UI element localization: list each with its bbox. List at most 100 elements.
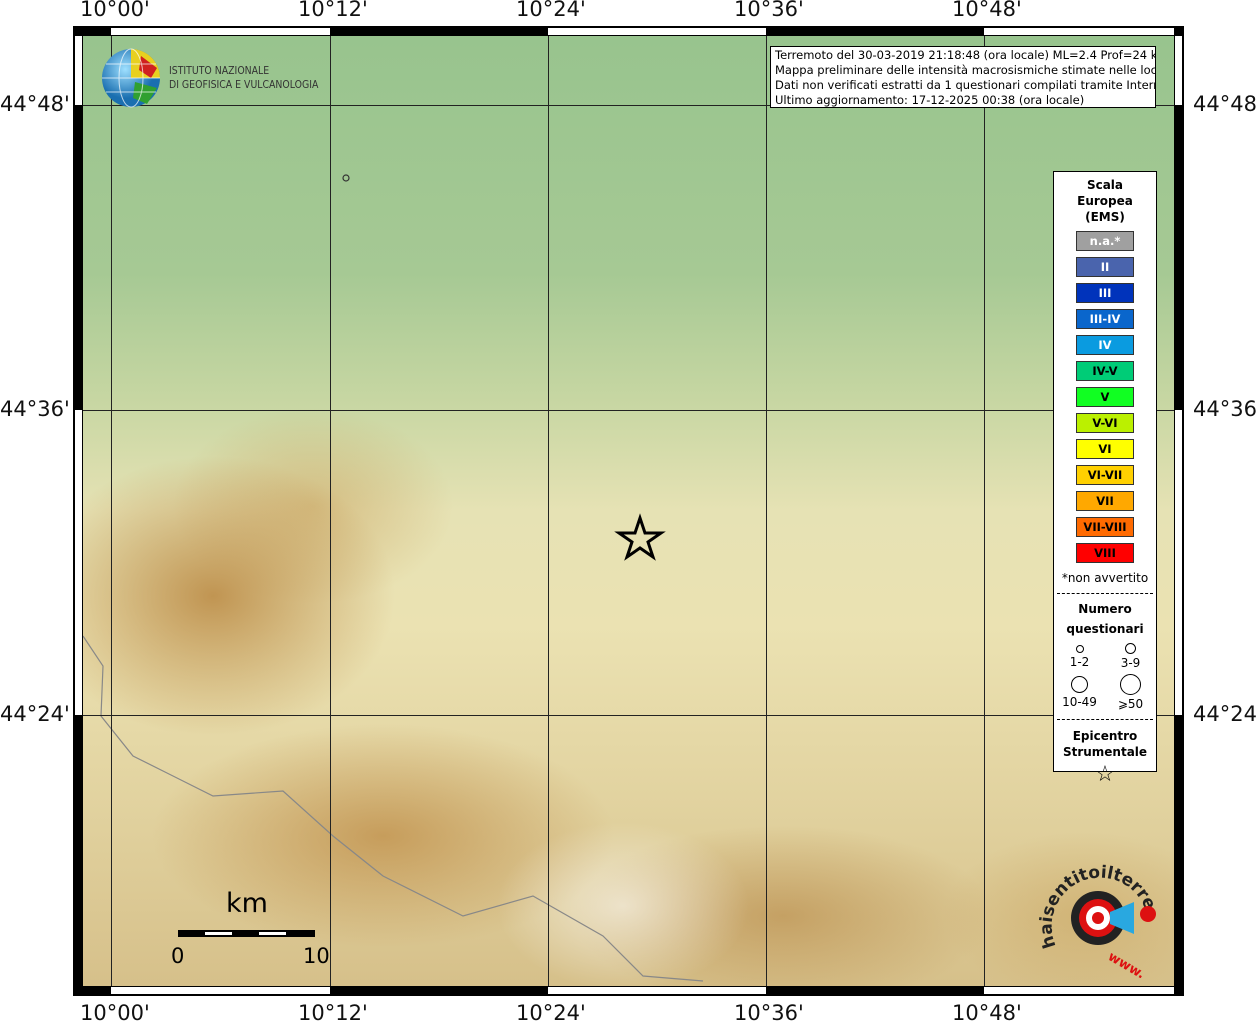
- gridline-lon: [984, 36, 985, 986]
- info-updated: Ultimo aggiornamento: 17-12-2025 00:38 (…: [775, 93, 1085, 107]
- gridline-lon: [111, 36, 112, 986]
- lat-label-left: 44°48': [0, 92, 70, 116]
- intensity-chip: VI-VII: [1076, 465, 1134, 485]
- legend-divider: [1057, 593, 1153, 594]
- legend-title-1: Scala: [1086, 178, 1124, 192]
- legend-divider: [1057, 719, 1153, 720]
- relief-map: [83, 36, 1174, 986]
- count-title-2: questionari: [1066, 622, 1144, 636]
- event-info-box: Terremoto del 30-03-2019 21:18:48 (ora l…: [770, 46, 1156, 108]
- frame-segment: [75, 36, 82, 105]
- intensity-chip: VII-VIII: [1076, 517, 1134, 537]
- epicenter-title-2: Strumentale: [1062, 745, 1148, 759]
- info-event: Terremoto del 30-03-2019 21:18:48 (ora l…: [775, 48, 1156, 62]
- frame-segment: [984, 987, 1174, 994]
- frame-segment: [111, 28, 330, 35]
- lon-label-bottom: 10°24': [516, 1001, 586, 1025]
- lon-label-top: 10°36': [734, 0, 804, 21]
- ingv-name-line2: DI GEOFISICA E VULCANOLOGIA: [169, 78, 319, 91]
- lon-label-bottom: 10°48': [952, 1001, 1022, 1025]
- star-icon: ☆: [1095, 762, 1115, 787]
- frame-segment: [766, 987, 984, 994]
- legend-title-2: Europea: [1077, 194, 1133, 208]
- region-boundary: [83, 635, 704, 982]
- scale-unit: km: [226, 888, 268, 919]
- frame-segment: [548, 28, 766, 35]
- frame-segment: [83, 987, 111, 994]
- legend-title: Scala Europea (EMS): [1054, 177, 1156, 225]
- intensity-chip: V-VI: [1076, 413, 1134, 433]
- frame-segment: [75, 410, 82, 715]
- intensity-point: [342, 174, 350, 182]
- gridline-lon: [766, 36, 767, 986]
- lon-label-top: 10°48': [952, 0, 1022, 21]
- frame-segment: [548, 987, 766, 994]
- intensity-chip: II: [1076, 257, 1134, 277]
- frame-segment: [330, 987, 548, 994]
- globe-icon: [102, 48, 160, 108]
- frame-segment: [984, 28, 1174, 35]
- gridline-lon: [548, 36, 549, 986]
- legend: Scala Europea (EMS) n.a.* II III III-IV IV IV…: [1053, 171, 1157, 787]
- lon-label-top: 10°12': [298, 0, 368, 21]
- lat-label-right: 44°48': [1193, 92, 1257, 116]
- circle-large-icon: [1071, 676, 1088, 693]
- intensity-chip: n.a.*: [1076, 231, 1134, 251]
- count-label: 1-2: [1069, 655, 1090, 669]
- info-description: Mappa preliminare delle intensità macros…: [775, 63, 1156, 77]
- lon-label-bottom: 10°00': [80, 1001, 150, 1025]
- gridline-lat: [83, 715, 1174, 716]
- scale-min: 0: [171, 944, 185, 968]
- lat-label-left: 44°24': [0, 702, 70, 726]
- logo-www: www.: [1105, 949, 1147, 978]
- haisentito-logo-graphic: haisentitoilterremoto.it www.: [1029, 841, 1160, 982]
- circle-xlarge-icon: [1120, 674, 1141, 695]
- frame-segment: [766, 28, 984, 35]
- lat-label-right: 44°24': [1193, 702, 1257, 726]
- scale-max: 10: [303, 944, 330, 968]
- gridline-lat: [83, 410, 1174, 411]
- frame-segment: [1175, 715, 1182, 986]
- map-overlay: [83, 174, 704, 982]
- lon-label-top: 10°24': [516, 0, 586, 21]
- lat-label-right: 44°36': [1193, 397, 1257, 421]
- intensity-chip: VII: [1076, 491, 1134, 511]
- lon-label-top: 10°00': [80, 0, 150, 21]
- frame-segment: [330, 28, 548, 35]
- intensity-chip: V: [1076, 387, 1134, 407]
- count-title-1: Numero: [1078, 602, 1132, 616]
- lon-label-bottom: 10°36': [734, 1001, 804, 1025]
- frame-segment: [75, 105, 82, 410]
- frame-segment: [1175, 105, 1182, 410]
- intensity-chip: III-IV: [1076, 309, 1134, 329]
- ingv-logo: ISTITUTO NAZIONALE DI GEOFISICA E VULCAN…: [101, 48, 318, 114]
- intensity-chip: IV-V: [1076, 361, 1134, 381]
- haisentito-logo: haisentitoilterremoto.it www.: [1029, 841, 1160, 982]
- gridline-lon: [330, 36, 331, 986]
- count-legend: 1-2 3-9 10-49 ⩾50: [1054, 643, 1156, 711]
- frame-segment: [111, 987, 330, 994]
- intensity-scale: n.a.* II III III-IV IV IV-V V V-VI VI VI-VII VII VI…: [1054, 231, 1156, 563]
- legend-title-3: (EMS): [1085, 210, 1125, 224]
- circle-small-icon: [1075, 645, 1084, 653]
- intensity-chip: IV: [1076, 335, 1134, 355]
- gridline-lat: [83, 105, 1174, 106]
- frame-segment: [83, 28, 111, 35]
- epicenter-star-icon: [614, 513, 666, 561]
- ingv-name-line1: ISTITUTO NAZIONALE: [169, 64, 270, 77]
- legend-note: *non avvertito: [1061, 571, 1149, 585]
- frame-segment: [1175, 410, 1182, 715]
- frame-segment: [1175, 36, 1182, 105]
- intensity-chip: VI: [1076, 439, 1134, 459]
- count-label: 3-9: [1120, 656, 1141, 670]
- lat-label-left: 44°36': [0, 397, 70, 421]
- info-source: Dati non verificati estratti da 1 questi…: [775, 78, 1156, 92]
- circle-medium-icon: [1125, 643, 1136, 654]
- scale-bar: [178, 930, 315, 937]
- lon-label-bottom: 10°12': [298, 1001, 368, 1025]
- count-label: 10-49: [1062, 695, 1097, 709]
- frame-segment: [75, 715, 82, 986]
- intensity-chip: III: [1076, 283, 1134, 303]
- count-label: ⩾50: [1117, 697, 1144, 711]
- intensity-chip: VIII: [1076, 543, 1134, 563]
